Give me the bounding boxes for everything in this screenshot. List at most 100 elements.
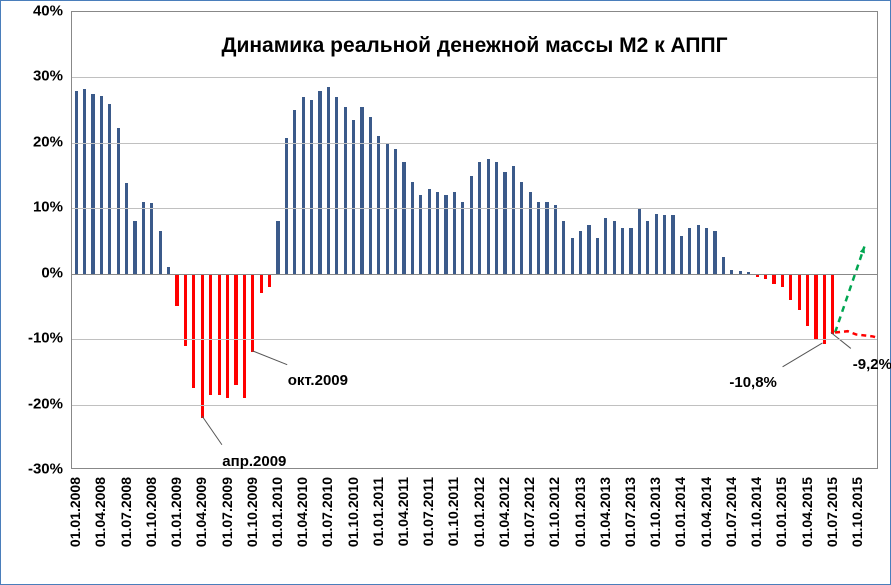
bar xyxy=(562,221,565,273)
x-tick: 01.01.2014 xyxy=(672,477,688,547)
bar xyxy=(713,231,716,274)
bar xyxy=(428,189,431,274)
x-tick: 01.07.2014 xyxy=(723,477,739,547)
x-tick: 01.04.2009 xyxy=(193,477,209,547)
annotation-label: -9,2% xyxy=(853,356,891,373)
bar xyxy=(478,162,481,273)
x-axis: 01.01.200801.04.200801.07.200801.10.2008… xyxy=(71,469,878,584)
bar xyxy=(621,228,624,274)
bar xyxy=(638,208,641,273)
bar xyxy=(495,162,498,273)
bar xyxy=(125,183,128,273)
x-tick: 01.07.2012 xyxy=(521,477,537,547)
bar xyxy=(461,202,464,274)
chart-title: Динамика реальной денежной массы М2 к АП… xyxy=(72,34,877,58)
bar xyxy=(344,107,347,274)
y-tick: 30% xyxy=(33,68,63,85)
y-tick: -20% xyxy=(28,395,63,412)
bar xyxy=(302,97,305,274)
bar xyxy=(697,225,700,274)
bar xyxy=(831,274,834,334)
bar xyxy=(377,136,380,273)
bar xyxy=(268,274,271,287)
bar xyxy=(218,274,221,395)
bar xyxy=(814,274,817,339)
x-tick: 01.01.2015 xyxy=(773,477,789,547)
bar xyxy=(91,94,94,274)
bar xyxy=(663,215,666,274)
bar xyxy=(243,274,246,398)
bar xyxy=(209,274,212,395)
y-tick: 10% xyxy=(33,199,63,216)
bar xyxy=(159,231,162,274)
x-tick: 01.01.2013 xyxy=(572,477,588,547)
bar xyxy=(133,221,136,273)
bar xyxy=(688,228,691,274)
bar xyxy=(798,274,801,310)
x-tick: 01.07.2015 xyxy=(824,477,840,547)
x-tick: 01.07.2010 xyxy=(319,477,335,547)
x-tick: 01.04.2013 xyxy=(597,477,613,547)
bar xyxy=(293,110,296,274)
bar xyxy=(789,274,792,300)
bar xyxy=(722,257,725,273)
bar xyxy=(587,225,590,274)
bar xyxy=(529,192,532,274)
x-tick: 01.01.2010 xyxy=(269,477,285,547)
bar xyxy=(310,100,313,273)
y-axis: -30%-20%-10%0%10%20%30%40% xyxy=(1,11,71,469)
bar xyxy=(823,274,826,345)
bar xyxy=(613,221,616,273)
bar xyxy=(285,138,288,274)
bar xyxy=(453,192,456,274)
bar xyxy=(503,172,506,273)
bar xyxy=(554,205,557,274)
bar xyxy=(470,176,473,274)
plot-area: Динамика реальной денежной массы М2 к АП… xyxy=(71,11,878,469)
x-tick: 01.07.2009 xyxy=(219,477,235,547)
gridline xyxy=(72,339,877,340)
x-tick: 01.10.2012 xyxy=(546,477,562,547)
x-tick: 01.01.2012 xyxy=(471,477,487,547)
bar xyxy=(772,274,775,284)
x-tick: 01.07.2011 xyxy=(420,477,436,546)
bar xyxy=(444,195,447,274)
y-tick: 0% xyxy=(41,264,63,281)
zero-line xyxy=(72,274,877,275)
x-tick: 01.07.2013 xyxy=(622,477,638,547)
bar xyxy=(234,274,237,385)
bar xyxy=(419,195,422,274)
y-tick: -30% xyxy=(28,461,63,478)
bar xyxy=(629,228,632,274)
bar xyxy=(75,91,78,274)
bar xyxy=(276,221,279,273)
bar xyxy=(226,274,229,398)
x-tick: 01.01.2008 xyxy=(67,477,83,547)
x-tick: 01.04.2010 xyxy=(294,477,310,547)
bar xyxy=(596,238,599,274)
gridline xyxy=(72,77,877,78)
bar xyxy=(655,214,658,274)
x-tick: 01.04.2012 xyxy=(496,477,512,547)
bar xyxy=(318,91,321,274)
gridline xyxy=(72,208,877,209)
bar xyxy=(201,274,204,418)
x-tick: 01.10.2013 xyxy=(647,477,663,547)
x-tick: 01.10.2010 xyxy=(345,477,361,547)
gridline xyxy=(72,143,877,144)
gridline xyxy=(72,405,877,406)
bar xyxy=(579,231,582,274)
bar xyxy=(520,182,523,274)
x-tick: 01.10.2014 xyxy=(748,477,764,547)
bar xyxy=(142,202,145,274)
x-tick: 01.07.2008 xyxy=(118,477,134,547)
bar xyxy=(192,274,195,389)
bar xyxy=(369,117,372,274)
bar xyxy=(512,166,515,274)
y-tick: 40% xyxy=(33,3,63,20)
bar xyxy=(184,274,187,346)
bar xyxy=(394,149,397,273)
bar xyxy=(402,162,405,273)
x-tick: 01.10.2011 xyxy=(445,477,461,546)
chart-container: -30%-20%-10%0%10%20%30%40% Динамика реал… xyxy=(0,0,891,585)
